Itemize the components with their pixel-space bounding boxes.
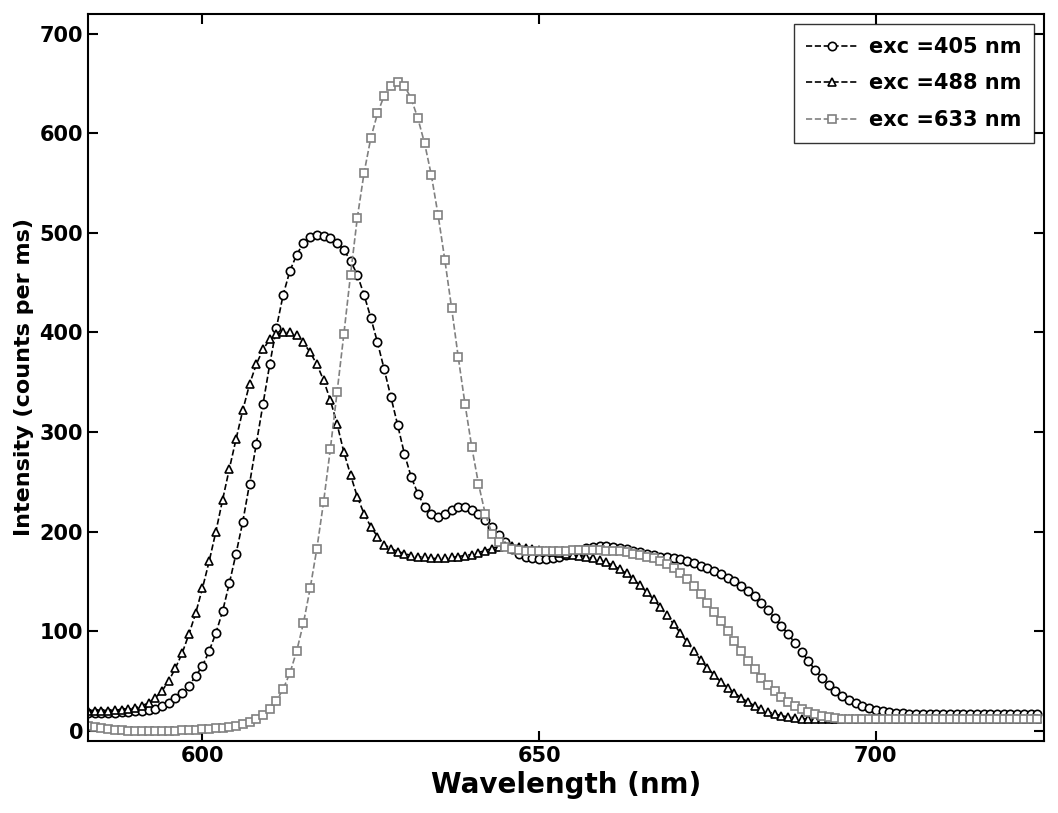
- exc =405 nm: [1032, 709, 1044, 719]
- exc =488 nm: [1032, 714, 1044, 724]
- exc =488 nm: [936, 714, 949, 724]
- exc =633 nm: [714, 616, 727, 626]
- exc =488 nm: [796, 714, 808, 724]
- exc =633 nm: [391, 76, 404, 86]
- exc =488 nm: [378, 540, 390, 550]
- exc =633 nm: [936, 714, 949, 724]
- exc =405 nm: [688, 559, 700, 568]
- exc =633 nm: [81, 721, 94, 731]
- exc =633 nm: [378, 91, 390, 101]
- exc =488 nm: [81, 706, 94, 715]
- exc =633 nm: [122, 726, 134, 736]
- exc =488 nm: [277, 328, 290, 337]
- X-axis label: Wavelength (nm): Wavelength (nm): [431, 771, 701, 799]
- exc =405 nm: [311, 230, 324, 240]
- exc =488 nm: [688, 646, 700, 656]
- exc =405 nm: [708, 567, 720, 576]
- Legend: exc =405 nm, exc =488 nm, exc =633 nm: exc =405 nm, exc =488 nm, exc =633 nm: [794, 24, 1034, 142]
- Line: exc =633 nm: exc =633 nm: [84, 77, 1041, 735]
- exc =405 nm: [378, 364, 390, 374]
- exc =488 nm: [586, 554, 599, 563]
- exc =405 nm: [546, 554, 559, 563]
- exc =405 nm: [81, 708, 94, 718]
- exc =488 nm: [708, 670, 720, 680]
- exc =405 nm: [586, 541, 599, 551]
- Line: exc =405 nm: exc =405 nm: [84, 231, 1041, 718]
- exc =633 nm: [694, 589, 707, 599]
- exc =633 nm: [1032, 714, 1044, 724]
- exc =405 nm: [904, 709, 916, 719]
- Y-axis label: Intensity (counts per ms): Intensity (counts per ms): [14, 219, 34, 537]
- exc =633 nm: [553, 546, 566, 555]
- exc =633 nm: [594, 545, 606, 554]
- Line: exc =488 nm: exc =488 nm: [84, 328, 1041, 723]
- exc =488 nm: [546, 546, 559, 556]
- exc =405 nm: [936, 709, 949, 719]
